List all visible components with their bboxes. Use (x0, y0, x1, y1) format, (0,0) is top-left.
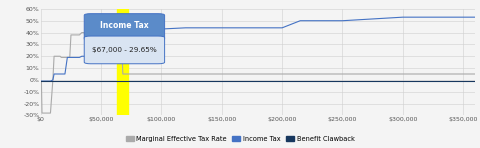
Legend: Marginal Effective Tax Rate, Income Tax, Benefit Clawback: Marginal Effective Tax Rate, Income Tax,… (123, 133, 357, 145)
Text: Income Tax: Income Tax (100, 21, 148, 30)
FancyBboxPatch shape (84, 36, 165, 64)
Text: $67,000 - 29.65%: $67,000 - 29.65% (92, 47, 156, 53)
FancyBboxPatch shape (84, 14, 165, 40)
Bar (117, 9, 128, 115)
